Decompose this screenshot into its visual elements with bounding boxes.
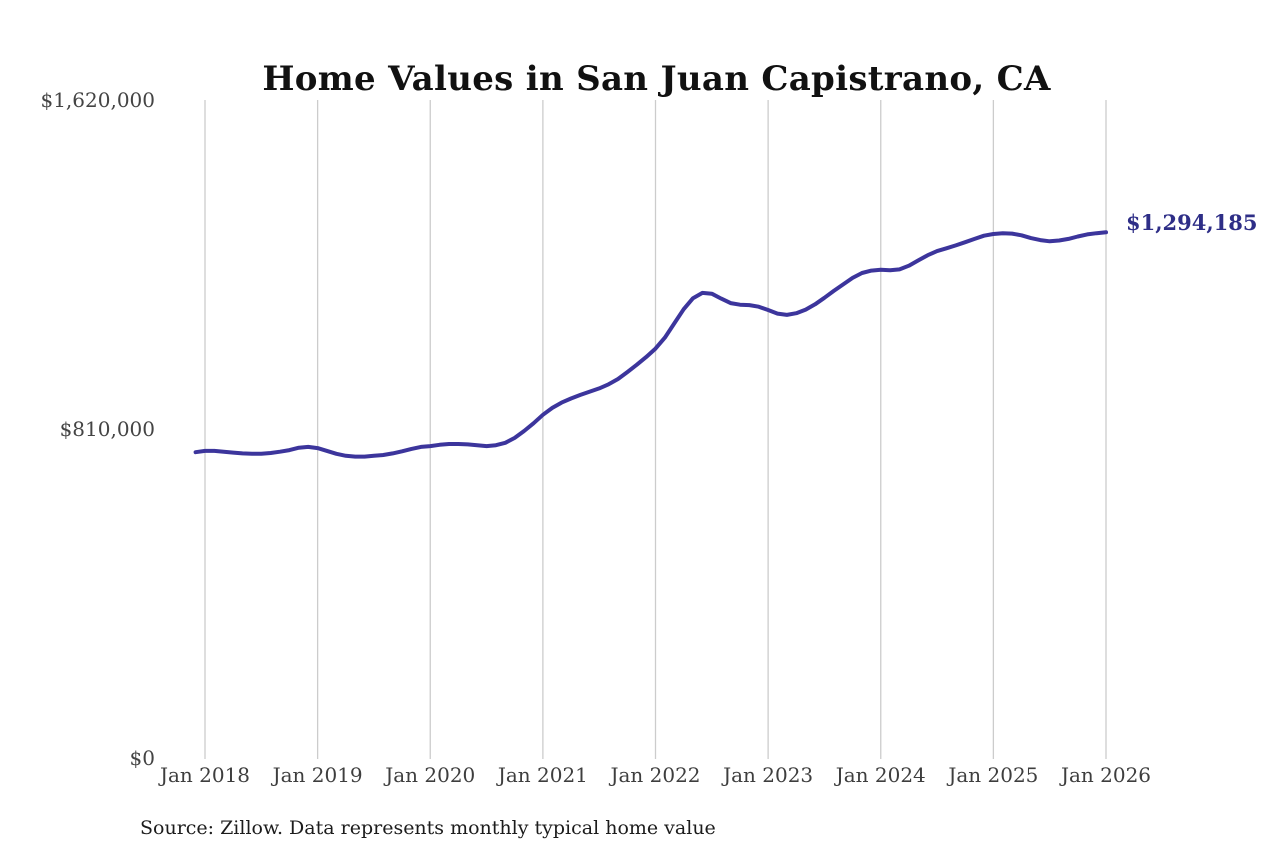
x-tick-label: Jan 2025 [948,763,1039,787]
latest-value-annotation: $1,294,185 [1126,210,1258,236]
x-tick-label: Jan 2018 [159,763,251,787]
vertical-gridlines [204,100,1107,759]
source-note: Source: Zillow. Data represents monthly … [140,817,716,839]
chart-title: Home Values in San Juan Capistrano, CA [262,58,1051,99]
x-tick-label: Jan 2023 [723,763,814,787]
home-value-line [193,230,1108,459]
x-tick-label: Jan 2021 [497,763,588,787]
x-tick-label: Jan 2022 [610,763,701,787]
x-tick-label: Jan 2020 [385,763,476,787]
y-tick-label: $810,000 [59,417,155,441]
y-tick-label: $0 [129,746,155,770]
x-tick-label: Jan 2019 [272,763,363,787]
y-tick-label: $1,620,000 [40,88,155,112]
x-tick-label: Jan 2024 [835,763,926,787]
x-tick-label: Jan 2026 [1060,763,1152,787]
